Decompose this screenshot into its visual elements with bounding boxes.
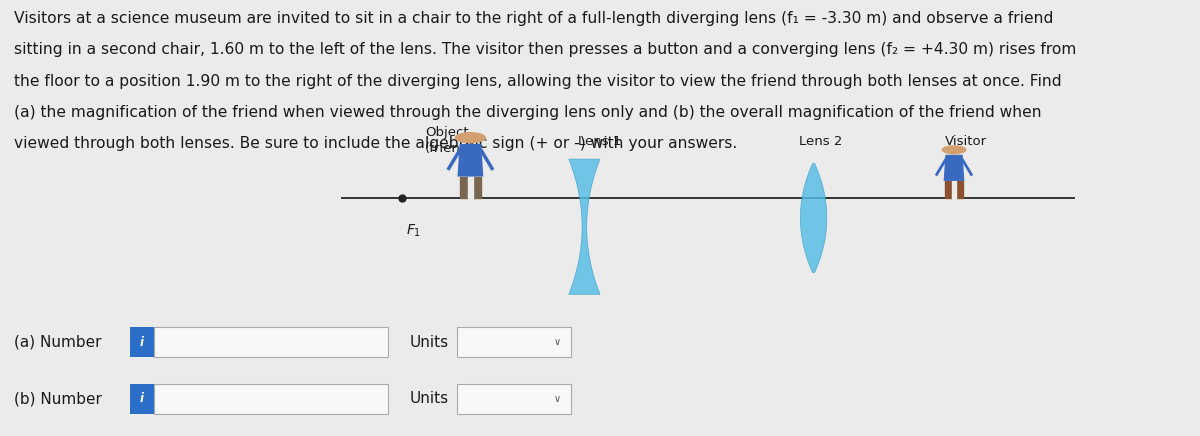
Polygon shape	[800, 164, 827, 272]
Polygon shape	[457, 144, 484, 177]
Text: Object
(friend): Object (friend)	[425, 126, 474, 155]
Bar	[154, 384, 388, 414]
Bar	[130, 327, 154, 357]
Circle shape	[455, 132, 486, 143]
Text: the floor to a position 1.90 m to the right of the diverging lens, allowing the : the floor to a position 1.90 m to the ri…	[14, 74, 1062, 89]
Polygon shape	[943, 155, 965, 181]
Text: Lens 1: Lens 1	[578, 135, 622, 148]
Text: ∨: ∨	[553, 337, 560, 347]
Text: (a) Number: (a) Number	[14, 335, 102, 350]
Circle shape	[942, 145, 966, 154]
Text: i: i	[139, 336, 144, 349]
Bar	[130, 384, 154, 414]
Text: (a) the magnification of the friend when viewed through the diverging lens only : (a) the magnification of the friend when…	[14, 105, 1042, 120]
Bar	[154, 327, 388, 357]
Text: (b) Number: (b) Number	[14, 392, 102, 406]
Text: viewed through both lenses. Be sure to include the algebraic sign (+ or -) with : viewed through both lenses. Be sure to i…	[14, 136, 738, 151]
Text: Units: Units	[409, 335, 449, 350]
Text: i: i	[139, 392, 144, 405]
Text: ∨: ∨	[553, 394, 560, 404]
Text: Visitors at a science museum are invited to sit in a chair to the right of a ful: Visitors at a science museum are invited…	[14, 11, 1054, 26]
Polygon shape	[569, 159, 600, 294]
Text: sitting in a second chair, 1.60 m to the left of the lens. The visitor then pres: sitting in a second chair, 1.60 m to the…	[14, 42, 1076, 57]
Bar	[457, 327, 571, 357]
Text: Visitor: Visitor	[944, 135, 986, 148]
Bar	[457, 384, 571, 414]
Text: $F_1$: $F_1$	[406, 222, 421, 239]
Text: Lens 2: Lens 2	[799, 135, 842, 148]
Text: Units: Units	[409, 392, 449, 406]
